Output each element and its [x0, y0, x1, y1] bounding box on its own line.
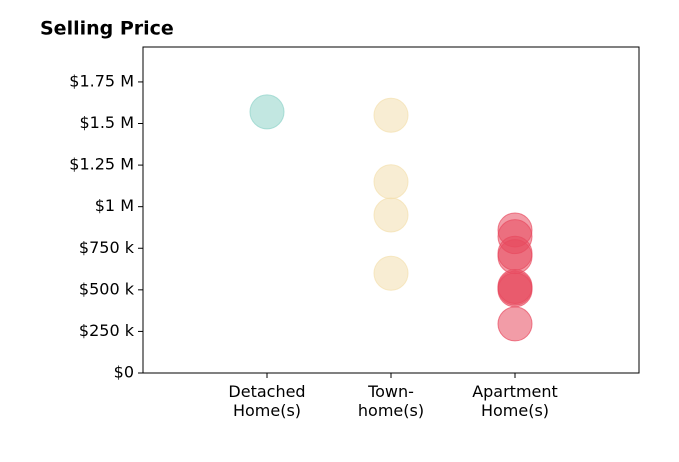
- y-tick-label: $750 k: [79, 238, 135, 257]
- y-tick-label: $1 M: [95, 196, 134, 215]
- point: [497, 239, 533, 275]
- point: [497, 272, 533, 308]
- y-tick-label: $1.25 M: [69, 155, 134, 174]
- point: [373, 97, 409, 133]
- y-tick-label: $250 k: [79, 321, 135, 340]
- chart-title: Selling Price: [40, 18, 174, 40]
- point: [373, 197, 409, 233]
- point: [373, 164, 409, 200]
- point: [373, 255, 409, 291]
- x-tick-label: Town-home(s): [358, 382, 424, 420]
- y-tick-label: $0: [114, 363, 134, 382]
- x-tick-label: Detached Home(s): [228, 382, 305, 420]
- x-tick-label: Apartment Home(s): [472, 382, 558, 420]
- point: [497, 306, 533, 342]
- y-tick-label: $1.5 M: [79, 113, 134, 132]
- y-tick-label: $1.75 M: [69, 71, 134, 90]
- y-tick-label: $500 k: [79, 279, 135, 298]
- point: [249, 94, 285, 130]
